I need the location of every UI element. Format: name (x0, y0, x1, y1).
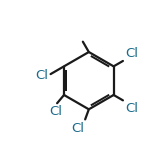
Text: Cl: Cl (49, 105, 62, 118)
Text: Cl: Cl (36, 69, 49, 82)
Text: Cl: Cl (125, 102, 138, 115)
Text: Cl: Cl (125, 47, 138, 60)
Text: Cl: Cl (71, 122, 84, 135)
